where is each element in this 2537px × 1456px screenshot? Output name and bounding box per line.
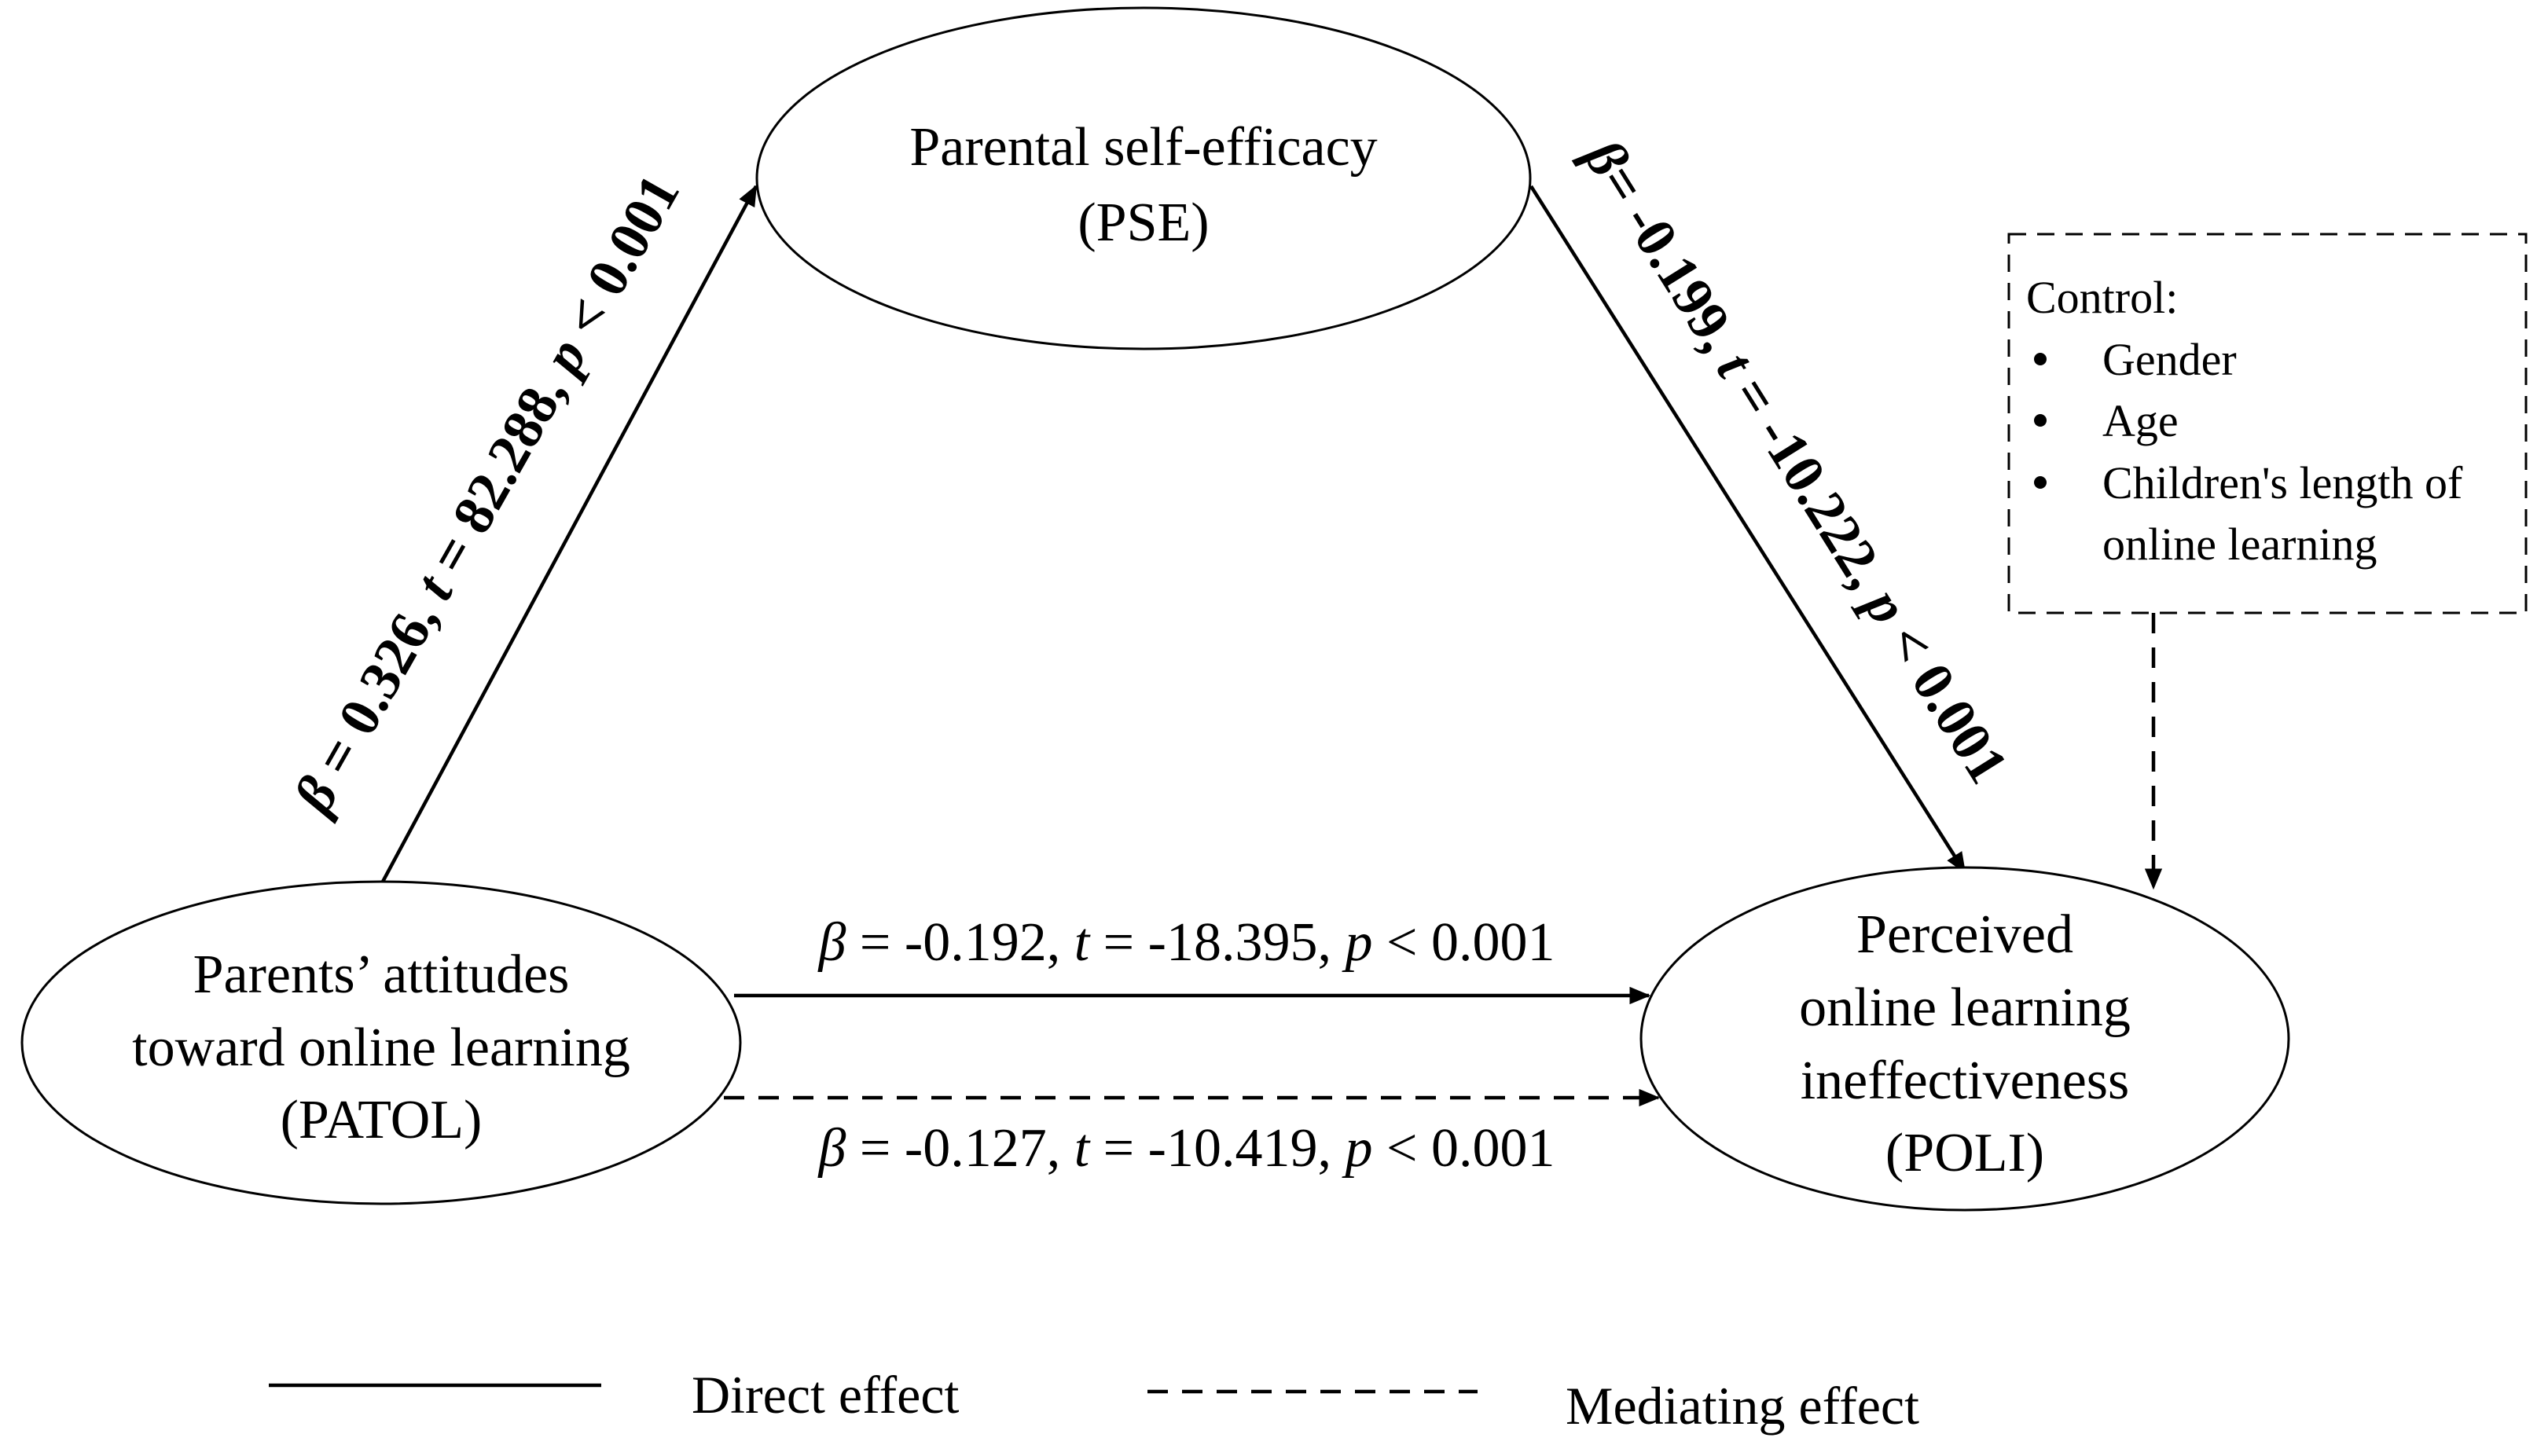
beta-symbol: β xyxy=(817,912,846,973)
arrow-pse-to-poli xyxy=(1529,185,1966,874)
t-symbol: t xyxy=(1074,1118,1091,1179)
node-poli-abbrev: (POLI) xyxy=(1885,1123,2044,1183)
t-value: = -10.419, xyxy=(1089,1118,1345,1179)
legend-direct-effect-label: Direct effect xyxy=(692,1365,960,1425)
beta-value: = -0.127, xyxy=(846,1118,1074,1179)
t-symbol: t xyxy=(1074,912,1091,973)
beta-symbol: β xyxy=(817,1118,846,1179)
node-pse: Parental self-efficacy (PSE) xyxy=(755,6,1532,350)
control-item-age: Age xyxy=(2102,395,2179,446)
bullet-icon xyxy=(2034,476,2047,489)
label-mediating-effect: β = -0.127, t = -10.419, p < 0.001 xyxy=(817,1118,1555,1179)
control-item-gender: Gender xyxy=(2102,334,2237,385)
t-value: = -18.395, xyxy=(1089,912,1345,973)
beta-value: = 0.326, xyxy=(296,578,457,798)
node-poli-label-line1: Perceived xyxy=(1856,904,2073,965)
label-pse-to-poli: β= -0.199, t = -10.222, p < 0.001 xyxy=(1571,127,2021,794)
node-poli-label-line2: online learning xyxy=(1799,977,2131,1038)
node-poli: Perceived online learning ineffectivenes… xyxy=(1639,866,2290,1212)
node-pse-label: Parental self-efficacy xyxy=(909,117,1377,178)
bullet-icon xyxy=(2034,353,2047,365)
p-symbol: p xyxy=(1341,912,1372,973)
legend-mediating-effect-label: Mediating effect xyxy=(1566,1376,1919,1436)
control-title: Control: xyxy=(2026,272,2178,323)
node-poli-label-line3: ineffectiveness xyxy=(1801,1051,2130,1111)
p-value: < 0.001 xyxy=(1372,1118,1555,1179)
beta-value: = -0.192, xyxy=(846,912,1074,973)
p-value: < 0.001 xyxy=(545,164,692,358)
p-symbol: p xyxy=(1341,1118,1372,1179)
node-patol-label-line1: Parents’ attitudes xyxy=(193,944,570,1005)
label-direct-effect: β = -0.192, t = -18.395, p < 0.001 xyxy=(817,912,1555,973)
legend: Direct effect Mediating effect xyxy=(269,1365,1919,1436)
node-patol-label-line2: toward online learning xyxy=(132,1018,630,1078)
control-box: Control: Gender Age Children's length of… xyxy=(2007,233,2528,614)
node-pse-abbrev: (PSE) xyxy=(1078,193,1209,253)
node-patol-abbrev: (PATOL) xyxy=(281,1090,483,1150)
node-patol: Parents’ attitudes toward online learnin… xyxy=(20,880,742,1205)
p-value: < 0.001 xyxy=(1867,601,2021,794)
t-value: = -10.222, xyxy=(1713,354,1905,611)
control-item-children-length-cont: online learning xyxy=(2102,519,2377,570)
beta-value: = -0.199, xyxy=(1588,153,1758,374)
p-value: < 0.001 xyxy=(1372,912,1555,973)
arrow-patol-to-pse xyxy=(381,185,758,883)
label-patol-to-pse: β = 0.326, t = 82.288, p < 0.001 xyxy=(281,164,692,825)
bullet-icon xyxy=(2034,414,2047,427)
control-item-children-length: Children's length of xyxy=(2102,457,2463,508)
t-value: = 82.288, xyxy=(410,352,586,596)
